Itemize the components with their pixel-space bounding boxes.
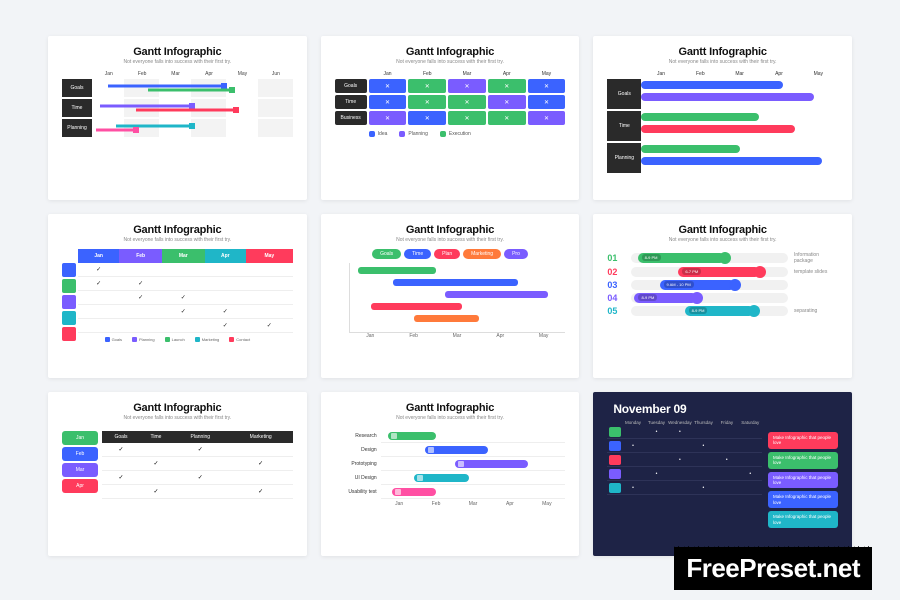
title: Gantt Infographic: [62, 46, 293, 58]
title: Gantt Infographic: [607, 224, 838, 236]
subtitle: Not everyone falls into success with the…: [62, 59, 293, 65]
slide-1: Gantt Infographic Not everyone falls int…: [48, 36, 307, 200]
slide-7: Gantt Infographic Not everyone falls int…: [48, 392, 307, 556]
subtitle: Not everyone falls into success with the…: [607, 237, 838, 243]
subtitle: Not everyone falls into success with the…: [335, 59, 566, 65]
title: Gantt Infographic: [335, 46, 566, 58]
slide-grid: Gantt Infographic Not everyone falls int…: [0, 0, 900, 600]
slide-8: Gantt Infographic Not everyone falls int…: [321, 392, 580, 556]
title: Gantt Infographic: [335, 224, 566, 236]
watermark-text: FreePreset.net: [686, 553, 860, 583]
title: Gantt Infographic: [335, 402, 566, 414]
title: Gantt Infographic: [607, 46, 838, 58]
subtitle: Not everyone falls into success with the…: [335, 237, 566, 243]
slide-2: Gantt Infographic Not everyone falls int…: [321, 36, 580, 200]
slide-9: November 09 MondayTuesdayWednesdayThursd…: [593, 392, 852, 556]
slide-6: Gantt Infographic Not everyone falls int…: [593, 214, 852, 378]
slide-5: Gantt Infographic Not everyone falls int…: [321, 214, 580, 378]
subtitle: Not everyone falls into success with the…: [62, 415, 293, 421]
subtitle: Not everyone falls into success with the…: [607, 59, 838, 65]
slide-3: Gantt Infographic Not everyone falls int…: [593, 36, 852, 200]
title: Gantt Infographic: [62, 402, 293, 414]
subtitle: Not everyone falls into success with the…: [62, 237, 293, 243]
subtitle: Not everyone falls into success with the…: [335, 415, 566, 421]
slide-4: Gantt Infographic Not everyone falls int…: [48, 214, 307, 378]
watermark: FreePreset.net: [674, 547, 872, 590]
title: Gantt Infographic: [62, 224, 293, 236]
title: November 09: [613, 402, 838, 416]
